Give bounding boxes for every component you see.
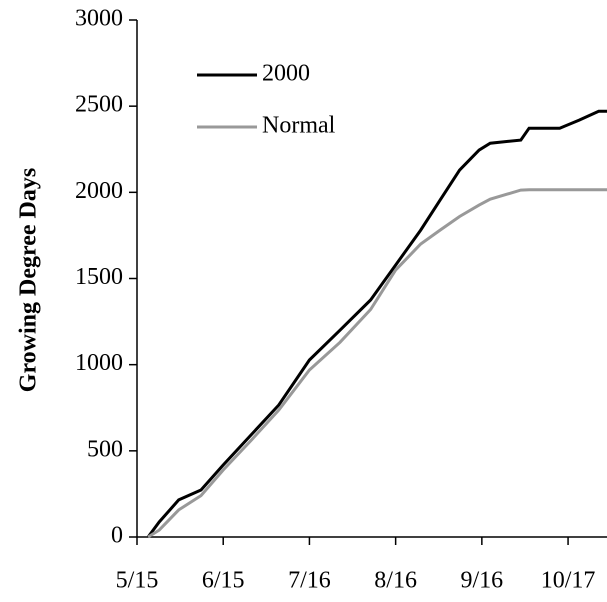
y-tick-label: 3000 (75, 6, 123, 32)
x-tick-label: 10/17 (541, 568, 596, 594)
y-tick-label: 2500 (75, 92, 123, 118)
y-axis-label: Growing Degree Days (16, 168, 42, 392)
x-tick-label: 5/15 (116, 568, 159, 594)
x-tick-label: 6/15 (202, 568, 245, 594)
y-tick-label: 1000 (75, 350, 123, 376)
legend-label: Normal (262, 113, 336, 139)
x-tick-label: 9/16 (461, 568, 504, 594)
y-tick-label: 2000 (75, 178, 123, 204)
data-line (147, 188, 607, 539)
legend-label: 2000 (262, 61, 310, 87)
x-tick-label: 7/16 (288, 568, 331, 594)
x-tick-label: 8/16 (374, 568, 417, 594)
y-tick-label: 1500 (75, 264, 123, 290)
y-tick-label: 0 (111, 523, 123, 549)
y-tick-label: 500 (87, 436, 123, 462)
data-line (146, 109, 607, 538)
